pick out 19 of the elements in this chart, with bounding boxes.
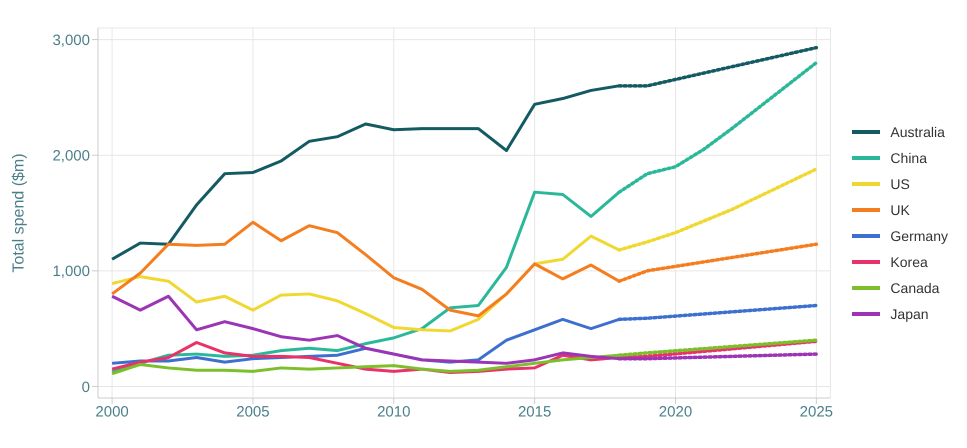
legend-label: Japan <box>890 306 929 322</box>
legend-label: Germany <box>890 228 948 244</box>
x-tick-label: 2015 <box>518 404 552 421</box>
x-tick-label: 2020 <box>658 404 692 421</box>
y-tick-label: 2,000 <box>52 148 90 165</box>
legend-label: UK <box>890 202 910 218</box>
x-tick-label: 2025 <box>800 404 834 421</box>
x-tick-label: 2000 <box>95 404 129 421</box>
y-axis-title: Total spend ($m) <box>10 153 28 273</box>
legend-label: Australia <box>890 124 945 140</box>
legend-label: US <box>890 176 910 192</box>
y-tick-label: 3,000 <box>52 32 90 49</box>
x-tick-label: 2005 <box>236 404 270 421</box>
legend-label: Korea <box>890 254 928 270</box>
legend-label: Canada <box>890 280 940 296</box>
legend-label: China <box>890 150 928 166</box>
x-tick-label: 2010 <box>377 404 410 421</box>
y-tick-label: 1,000 <box>52 263 90 280</box>
y-tick-label: 0 <box>82 378 90 396</box>
